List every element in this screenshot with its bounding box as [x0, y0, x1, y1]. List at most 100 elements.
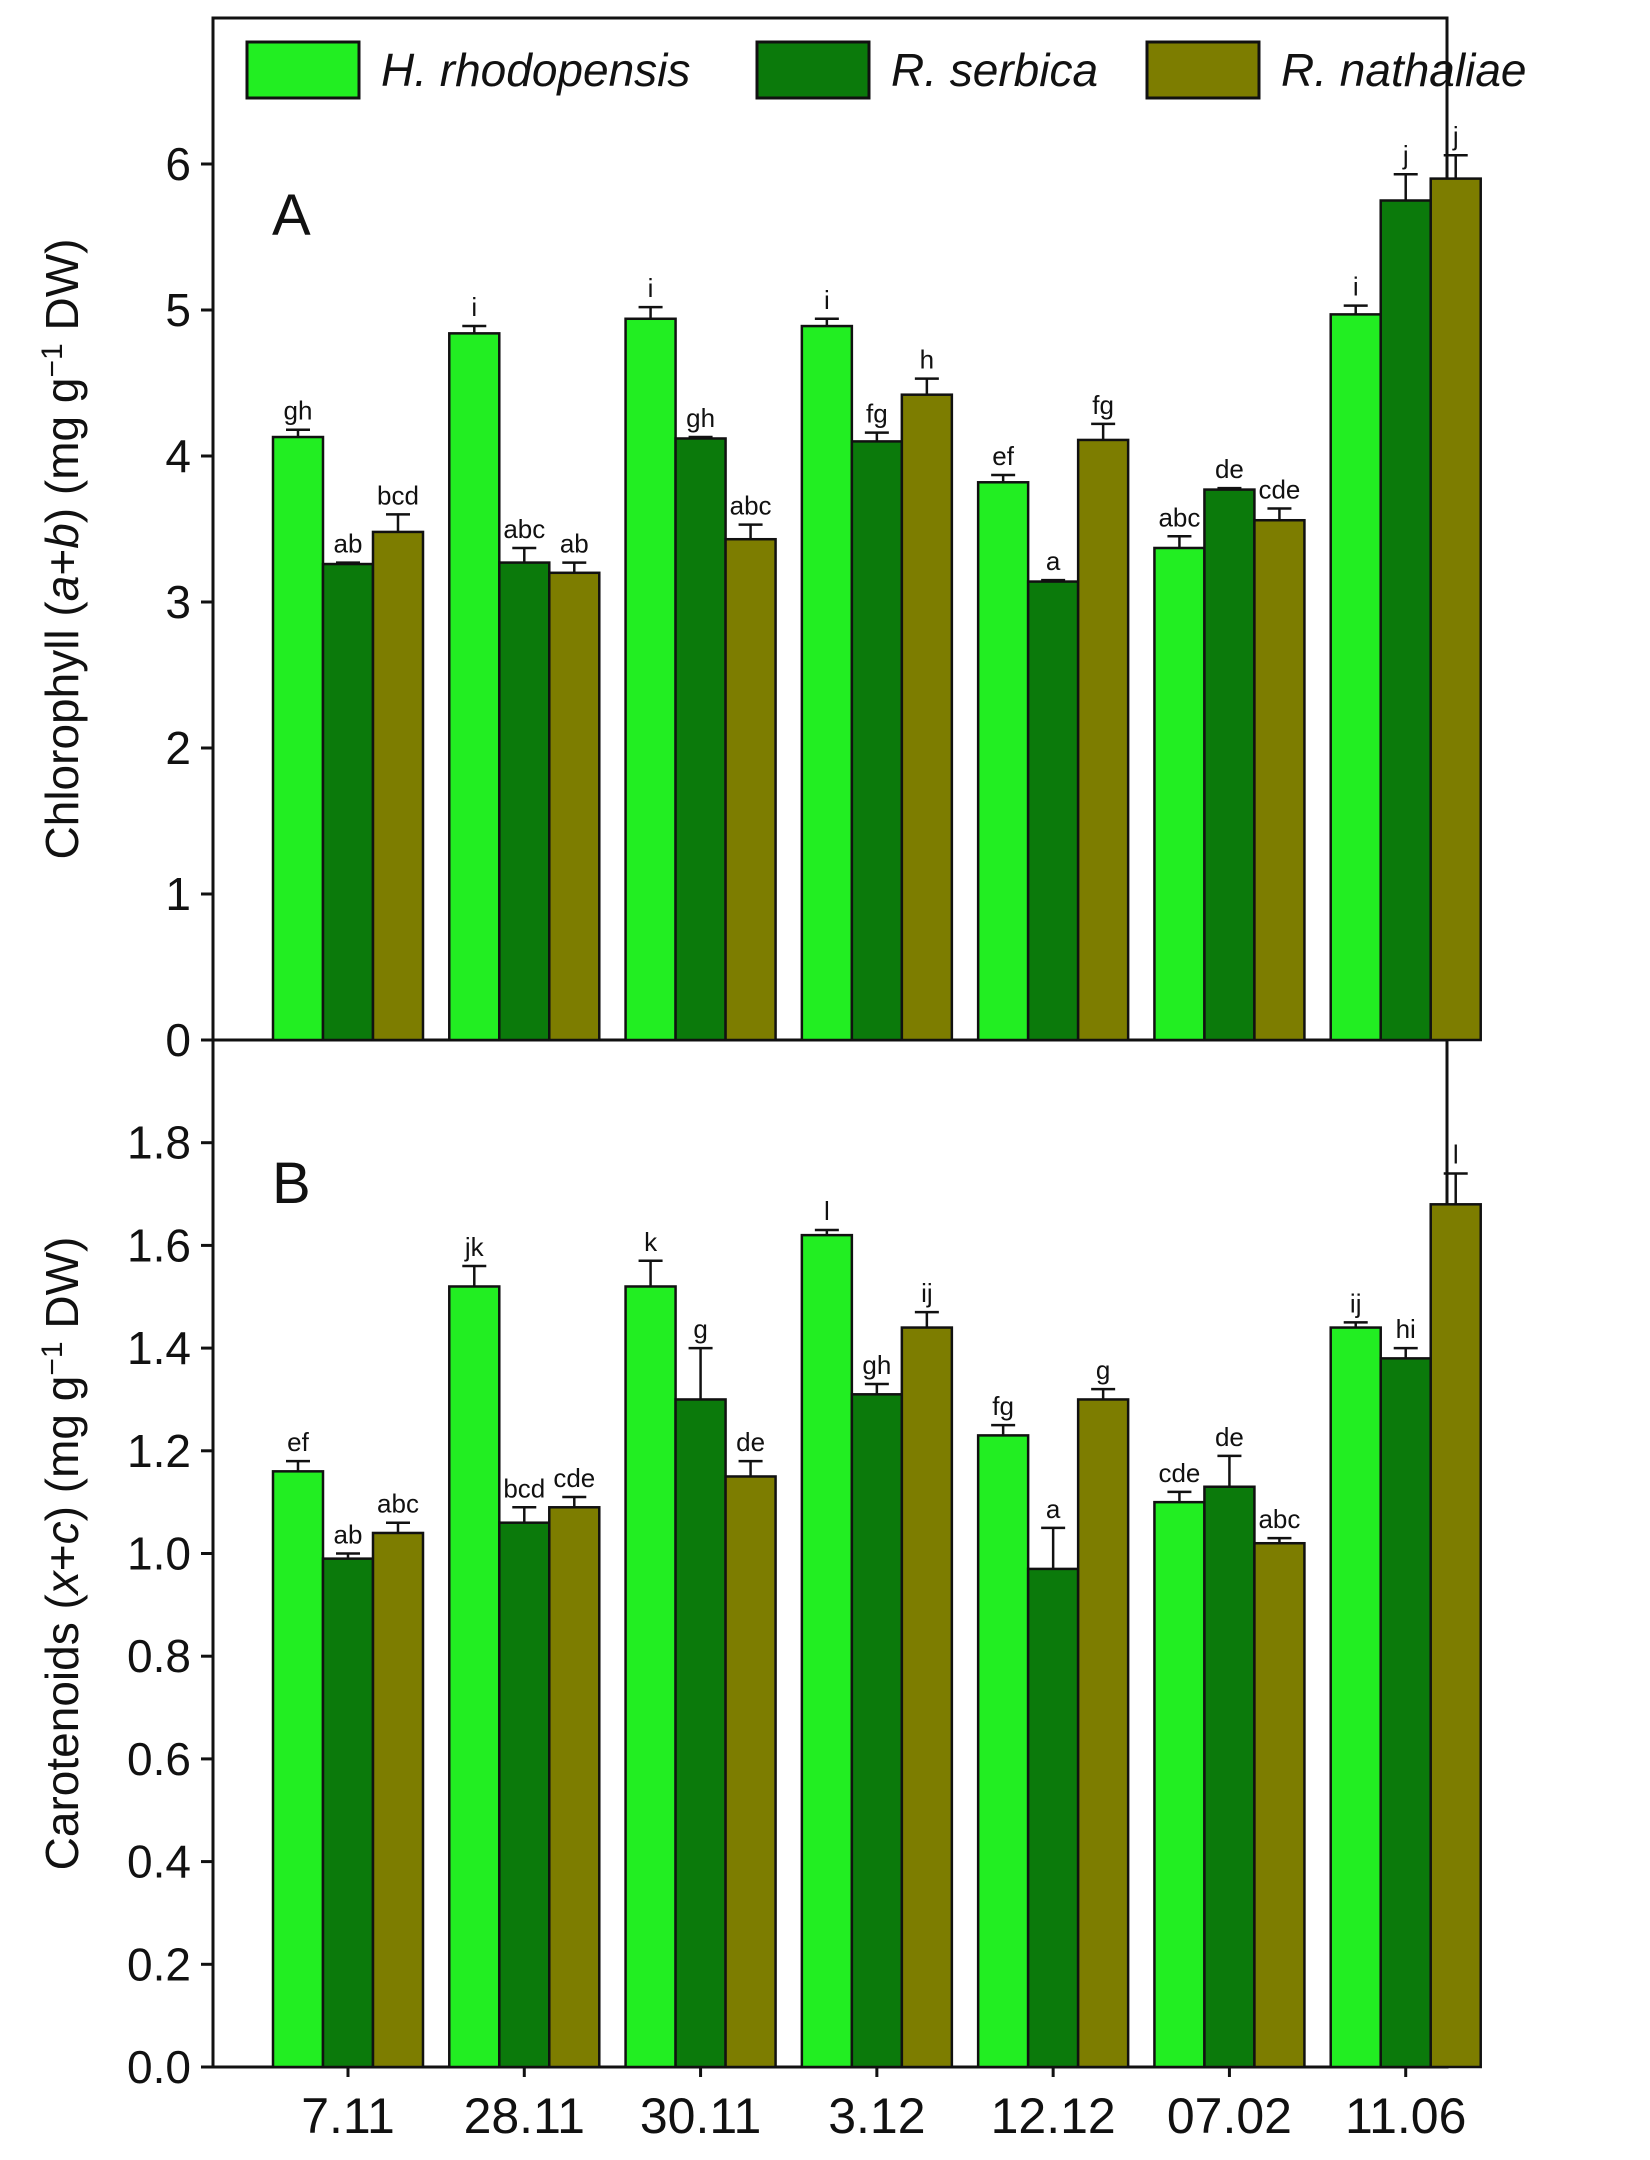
significance-letter: cde: [553, 1463, 595, 1493]
significance-letter: l: [1453, 1140, 1459, 1170]
bar: [498, 1521, 551, 2069]
y-tick-label: 1.2: [127, 1425, 191, 1477]
y-tick-label: 1.0: [127, 1528, 191, 1580]
y-tick-label: 0.6: [127, 1733, 191, 1785]
legend: H. rhodopensis R. serbica R. nathaliae: [245, 40, 1527, 100]
y-tick-label: 1.8: [127, 1117, 191, 1169]
y-axis-title: Carotenoids (x+c) (mg g−1 DW): [36, 1237, 88, 1871]
bar: [674, 1398, 727, 2069]
y-tick-label: 0.0: [127, 2041, 191, 2093]
bar: [1253, 518, 1306, 1042]
significance-letter: fg: [1092, 390, 1114, 420]
significance-letter: ef: [992, 441, 1014, 471]
bar: [448, 1285, 501, 2069]
y-axis-title-part: +: [36, 1544, 88, 1571]
bar: [1203, 488, 1256, 1042]
y-tick-label: 0: [165, 1014, 191, 1066]
x-tick-label: 11.06: [1345, 2088, 1466, 2144]
y-axis-title-part: Chlorophyll (: [36, 601, 88, 860]
bar: [900, 393, 954, 1042]
bar: [1026, 1567, 1080, 2069]
y-axis-title-part: −1: [36, 343, 69, 377]
y-axis-title-part: DW): [36, 1237, 88, 1342]
bar: [271, 435, 325, 1042]
x-tick-label: 28.11: [464, 2088, 585, 2144]
significance-letter: fg: [992, 1391, 1014, 1421]
significance-letter: abc: [1158, 502, 1200, 532]
y-axis-title-part: c: [36, 1521, 88, 1544]
legend-swatch: [755, 40, 871, 100]
bar: [321, 1557, 375, 2069]
bar: [724, 1475, 777, 2069]
legend-swatch: [1145, 40, 1261, 100]
bar: [1203, 1485, 1256, 2069]
significance-letter: bcd: [503, 1473, 545, 1503]
legend-label: R. nathaliae: [1281, 44, 1527, 96]
significance-letter: abc: [377, 1489, 419, 1519]
legend-swatch: [245, 40, 361, 100]
bar: [800, 324, 854, 1042]
bar: [1153, 546, 1206, 1042]
significance-letter: ij: [921, 1278, 933, 1308]
y-tick-label: 1: [165, 868, 191, 920]
bar: [271, 1470, 325, 2069]
bar: [1429, 1203, 1482, 2069]
significance-letter: cde: [1158, 1458, 1200, 1488]
bar: [371, 1531, 425, 2069]
bar: [1329, 1326, 1382, 2069]
legend-label: H. rhodopensis: [381, 44, 690, 96]
significance-letter: jk: [464, 1232, 485, 1262]
significance-letter: j: [1452, 121, 1459, 151]
y-axis-title-part: +: [36, 549, 88, 576]
bar: [900, 1326, 954, 2069]
y-tick-label: 0.2: [127, 1938, 191, 1990]
y-axis-title-part: −1: [36, 1341, 69, 1375]
y-axis-title: Chlorophyll (a+b) (mg g−1 DW): [36, 239, 88, 860]
y-tick-label: 0.8: [127, 1630, 191, 1682]
significance-letter: i: [824, 285, 830, 315]
significance-letter: i: [648, 273, 654, 303]
bar: [724, 537, 777, 1042]
significance-letter: gh: [686, 403, 715, 433]
panel-letter-label: A: [272, 183, 311, 248]
significance-letter: fg: [866, 399, 888, 429]
y-axis-title-part: a: [36, 576, 88, 602]
bar: [624, 317, 677, 1042]
significance-letter: gh: [862, 1350, 891, 1380]
bar: [850, 1393, 904, 2069]
significance-letter: a: [1046, 546, 1061, 576]
bar: [976, 1434, 1030, 2069]
significance-letter: gh: [284, 396, 313, 426]
significance-letter: i: [471, 292, 477, 322]
bar: [448, 332, 501, 1042]
significance-letter: cde: [1258, 475, 1300, 505]
y-tick-label: 5: [165, 284, 191, 336]
bar: [850, 440, 904, 1042]
x-tick-label: 12.12: [991, 2088, 1116, 2144]
bar: [1379, 1357, 1432, 2069]
y-tick-label: 1.6: [127, 1219, 191, 1271]
y-axis-title-part: b: [36, 523, 88, 549]
bar: [1026, 580, 1080, 1042]
bar: [976, 481, 1030, 1042]
significance-letter: ef: [287, 1427, 309, 1457]
y-tick-label: 2: [165, 722, 191, 774]
y-tick-label: 3: [165, 576, 191, 628]
significance-letter: ab: [334, 1520, 363, 1550]
significance-letter: h: [920, 345, 934, 375]
significance-letter: de: [1215, 1422, 1244, 1452]
bar: [371, 530, 425, 1042]
y-axis-title-part: Carotenoids (: [36, 1594, 88, 1871]
bar: [1253, 1541, 1306, 2069]
bar: [548, 1506, 601, 2069]
y-tick-label: 4: [165, 430, 191, 482]
bar: [1329, 313, 1382, 1042]
significance-letter: ab: [334, 529, 363, 559]
y-tick-label: 6: [165, 138, 191, 190]
bar: [321, 562, 375, 1042]
y-tick-label: 1.4: [127, 1322, 191, 1374]
bar: [1153, 1500, 1206, 2069]
significance-letter: l: [824, 1196, 830, 1226]
significance-letter: ij: [1350, 1288, 1362, 1318]
